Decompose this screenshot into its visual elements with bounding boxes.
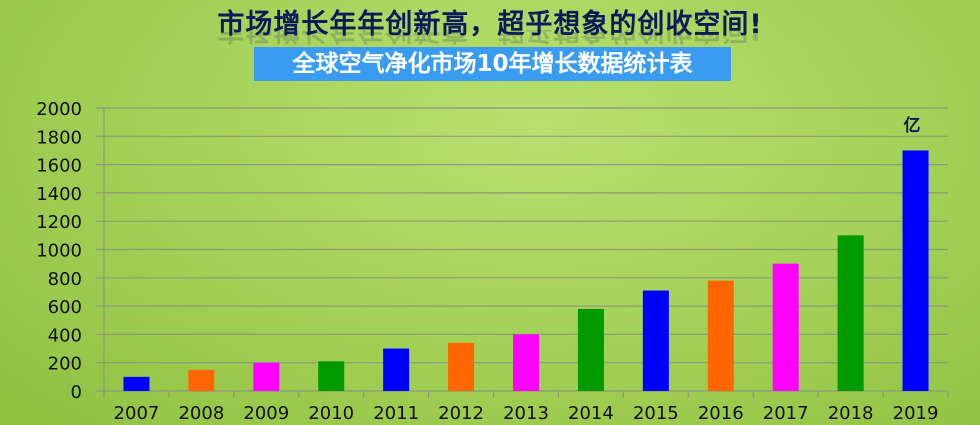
y-tick-label: 800 [48, 269, 82, 290]
x-tick-label: 2011 [373, 403, 419, 424]
y-tick-label: 1800 [36, 127, 82, 148]
y-tick-label: 600 [48, 297, 82, 318]
bar-2011 [383, 348, 410, 391]
bar-2016 [707, 280, 734, 391]
y-tick-label: 400 [48, 325, 82, 346]
gridlines [96, 107, 949, 398]
unit-label: 亿 [904, 115, 921, 136]
bar-2010 [318, 361, 345, 391]
x-tick-label: 2007 [114, 403, 160, 424]
x-axis-ticks: 2007 2008 2009 2010 2011 2012 2013 2014 2015 2016… [114, 403, 939, 424]
y-tick-label: 1200 [36, 212, 82, 233]
bar-2019 [902, 150, 929, 391]
bar-2009 [253, 362, 280, 391]
bar-2013 [513, 334, 539, 391]
x-tick-label: 2016 [698, 403, 744, 424]
x-tick-label: 2014 [568, 403, 614, 424]
bar-2017 [772, 263, 799, 391]
bar-2012 [448, 342, 475, 391]
bar-2008 [188, 369, 215, 391]
x-tick-label: 2012 [438, 403, 484, 424]
chart-title-banner: 全球空气净化市场10年增长数据统计表 [254, 47, 731, 81]
y-tick-label: 1000 [36, 241, 82, 262]
x-tick-label: 2010 [308, 403, 354, 424]
x-tick-label: 2008 [178, 403, 224, 424]
y-tick-label: 1600 [36, 156, 82, 177]
bar-2015 [642, 290, 669, 391]
x-tick-label: 2015 [633, 403, 679, 424]
x-tick-label: 2009 [243, 403, 289, 424]
x-tick-label: 2018 [828, 403, 874, 424]
x-tick-label: 2019 [893, 403, 939, 424]
y-tick-label: 1400 [36, 184, 82, 205]
bar-2018 [837, 235, 864, 391]
bars [123, 150, 929, 391]
headline: 市场增长年年创新高，超乎想象的创收空间! [217, 9, 763, 40]
bar-2007 [123, 376, 150, 391]
y-axis-ticks: 0 200 400 600 800 1000 1200 1400 1600 1800 2000 [36, 99, 82, 403]
y-tick-label: 200 [48, 354, 82, 375]
y-tick-label: 2000 [36, 99, 82, 120]
x-tick-label: 2017 [763, 403, 809, 424]
bar-2014 [577, 308, 604, 391]
y-tick-label: 0 [71, 382, 82, 403]
x-tick-label: 2013 [503, 403, 549, 424]
